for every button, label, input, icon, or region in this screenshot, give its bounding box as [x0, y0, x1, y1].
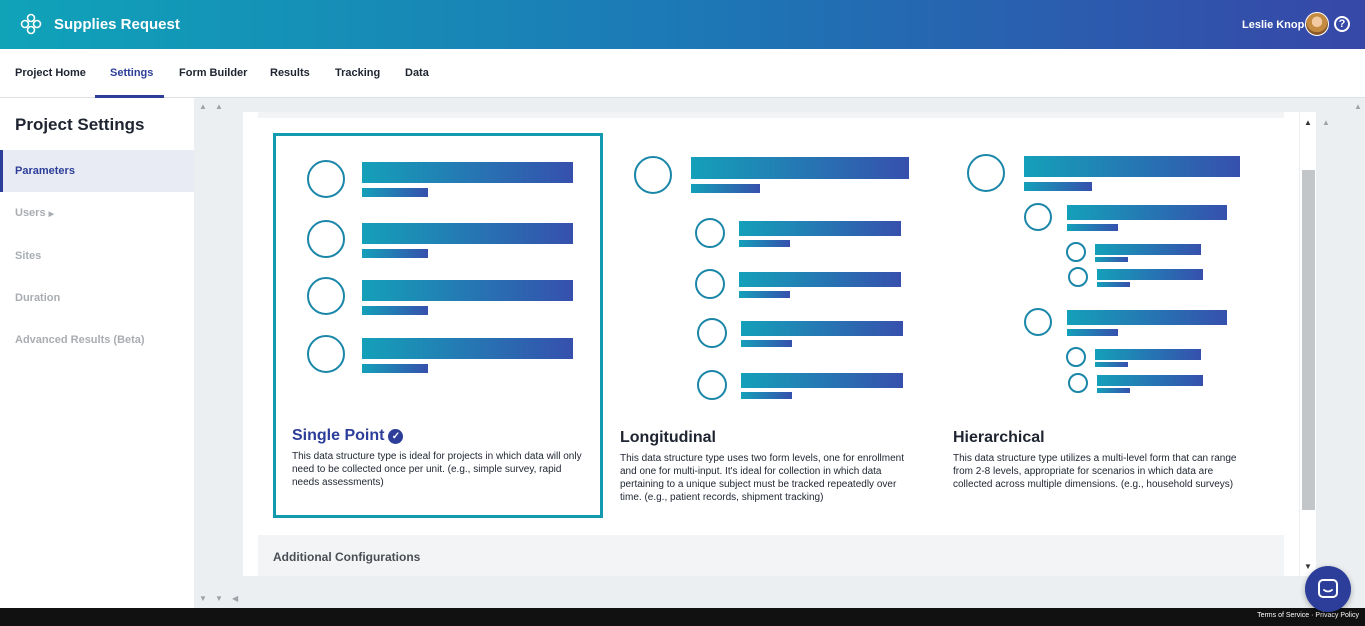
terms-of-service-link[interactable]: Terms of Service: [1257, 612, 1310, 619]
help-icon[interactable]: ?: [1334, 16, 1350, 32]
scroll-up-icon[interactable]: ▲: [1304, 118, 1312, 127]
data-structure-panel: Single Point ✓ This data structure type i…: [243, 112, 1299, 576]
structure-title: Hierarchical: [953, 429, 1045, 446]
active-tab-indicator: [95, 95, 164, 98]
sidebar-item-label: Users: [15, 207, 46, 219]
tab-data[interactable]: Data: [405, 67, 429, 79]
sidebar-item-label: Parameters: [15, 165, 75, 177]
scroll-left-icon[interactable]: ◀: [232, 594, 239, 603]
user-name[interactable]: Leslie Knope: [1242, 19, 1311, 31]
chat-bubble-icon: [1318, 579, 1338, 598]
sidebar-item-label: Duration: [15, 292, 61, 304]
page-footer: Terms of Service · Privacy Policy: [0, 608, 1365, 626]
structure-title: Single Point ✓: [292, 427, 404, 445]
sidebar-item-advanced-results[interactable]: Advanced Results (Beta): [0, 319, 194, 361]
scroll-down-icon[interactable]: ▼: [1304, 562, 1312, 571]
structure-card-single-point[interactable]: Single Point ✓ This data structure type i…: [273, 133, 603, 518]
structure-title-text: Single Point: [292, 427, 385, 444]
structure-description: This data structure type utilizes a mult…: [953, 453, 1237, 490]
tab-settings[interactable]: Settings: [110, 67, 154, 79]
chat-launcher-button[interactable]: [1305, 566, 1351, 612]
settings-sidebar: Project Settings Parameters Users ▶ Sites…: [0, 98, 194, 608]
scroll-up-icon[interactable]: ▲: [215, 102, 223, 111]
scroll-down-icon[interactable]: ▼: [199, 594, 207, 603]
tab-project-home[interactable]: Project Home: [15, 67, 86, 79]
sidebar-item-duration[interactable]: Duration: [0, 277, 194, 319]
structure-description: This data structure type uses two form l…: [620, 453, 905, 503]
longitudinal-diagram-icon: [634, 156, 909, 400]
hierarchical-diagram-icon: [967, 154, 1240, 393]
main-nav: Project Home Settings Form Builder Resul…: [0, 49, 1365, 98]
structure-title: Longitudinal: [620, 429, 716, 446]
scroll-up-icon[interactable]: ▲: [1354, 102, 1362, 111]
single-point-diagram-icon: [307, 160, 573, 373]
scroll-up-icon[interactable]: ▲: [199, 102, 207, 111]
scroll-up-icon[interactable]: ▲: [1322, 118, 1330, 127]
caret-right-icon: ▶: [48, 211, 54, 218]
additional-configurations-section[interactable]: Additional Configurations: [258, 535, 1284, 576]
scroll-down-icon[interactable]: ▼: [215, 594, 223, 603]
structure-description: This data structure type is ideal for pr…: [292, 451, 582, 488]
panel-scrollbar-thumb[interactable]: [1302, 170, 1315, 510]
avatar[interactable]: [1305, 12, 1329, 36]
sidebar-item-label: Advanced Results (Beta): [15, 334, 145, 346]
check-circle-icon: ✓: [388, 429, 404, 444]
app-title[interactable]: Supplies Request: [54, 16, 180, 33]
sidebar-item-parameters[interactable]: Parameters: [0, 150, 194, 192]
top-header: Supplies Request Leslie Knope ?: [0, 0, 1365, 49]
section-divider: [258, 112, 1284, 118]
tab-tracking[interactable]: Tracking: [335, 67, 381, 79]
footer-separator: ·: [1311, 612, 1316, 619]
tab-form-builder[interactable]: Form Builder: [179, 67, 248, 79]
structure-card-longitudinal[interactable]: Longitudinal This data structure type us…: [618, 133, 948, 518]
sidebar-item-label: Sites: [15, 250, 42, 262]
additional-configurations-label: Additional Configurations: [273, 550, 421, 564]
sidebar-item-users[interactable]: Users ▶: [0, 192, 194, 234]
tab-results[interactable]: Results: [270, 67, 310, 79]
sidebar-item-sites[interactable]: Sites: [0, 235, 194, 277]
app-logo-icon[interactable]: [20, 13, 42, 35]
sidebar-title: Project Settings: [15, 115, 145, 134]
privacy-policy-link[interactable]: Privacy Policy: [1315, 612, 1359, 619]
structure-card-hierarchical[interactable]: Hierarchical This data structure type ut…: [951, 133, 1281, 518]
